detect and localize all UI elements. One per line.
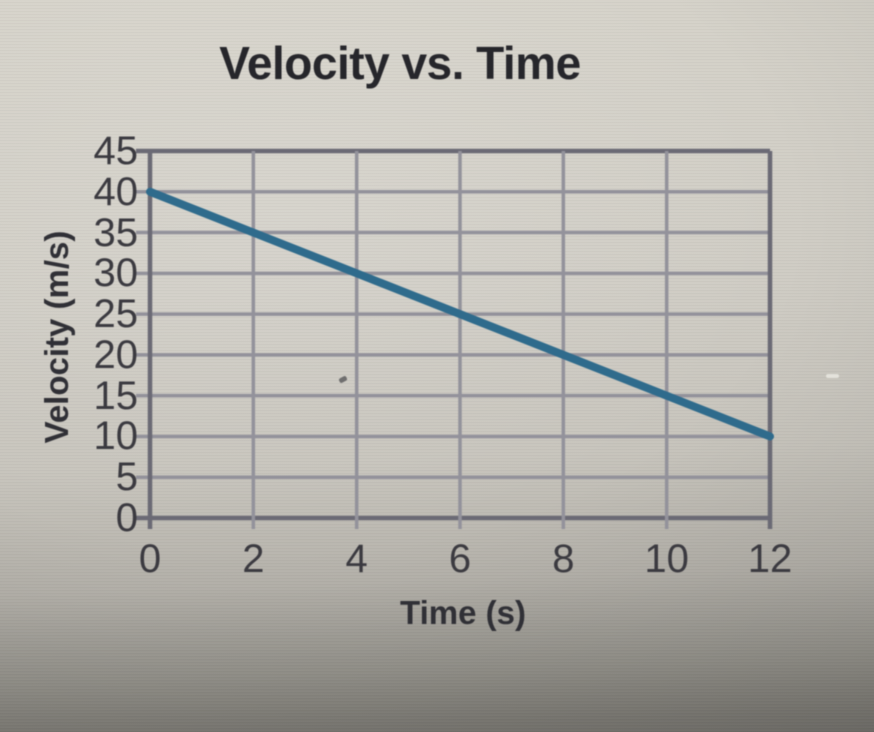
velocity-line bbox=[146, 187, 774, 441]
photo-artifact-speck bbox=[826, 374, 839, 378]
chart-title: Velocity vs. Time bbox=[219, 37, 581, 89]
x-axis-title: Time (s) bbox=[400, 594, 526, 631]
gridlines bbox=[136, 148, 773, 529]
data-series bbox=[146, 187, 774, 441]
